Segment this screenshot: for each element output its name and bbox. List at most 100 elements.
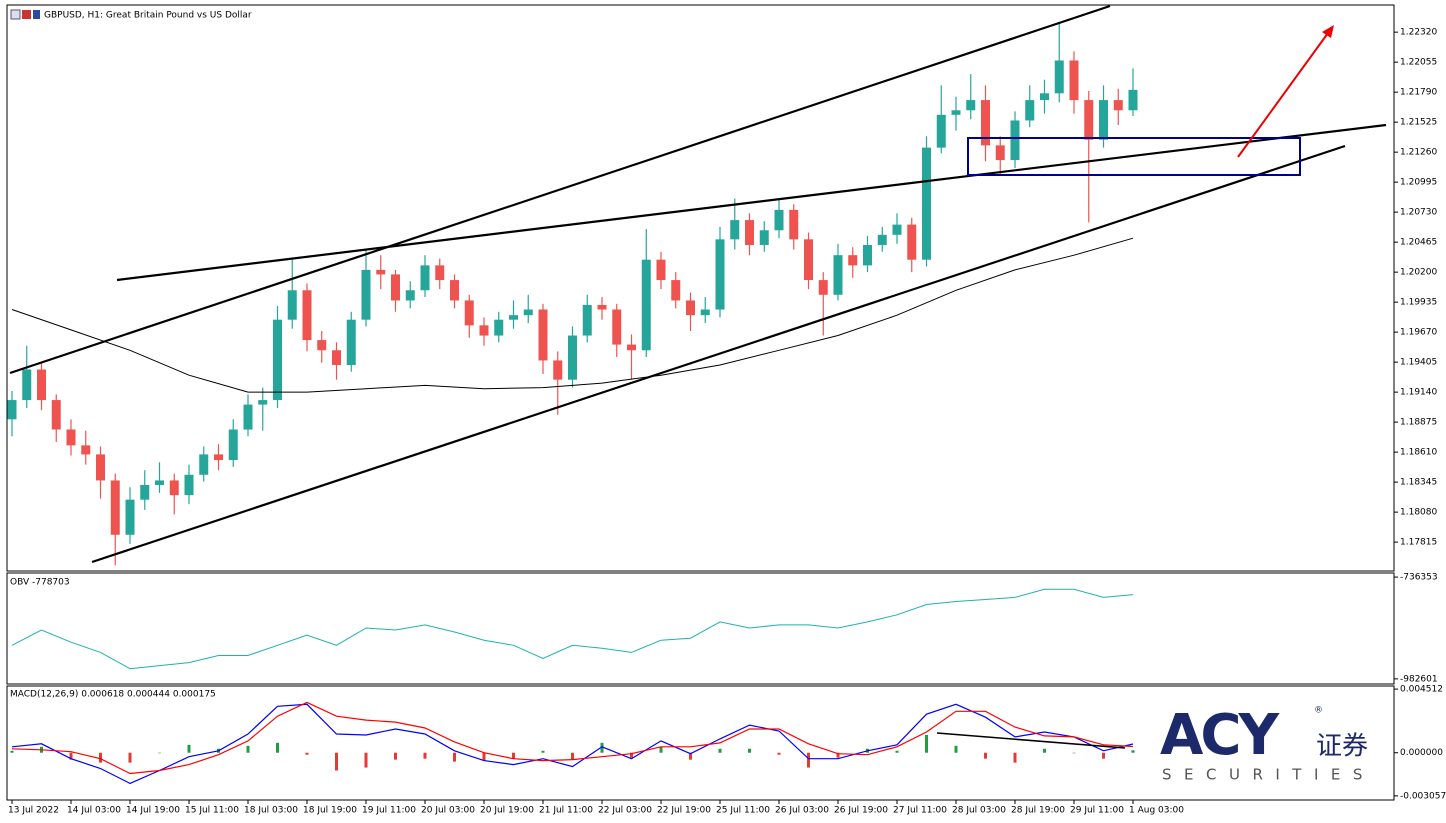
candle-body bbox=[582, 304, 592, 336]
x-tick-label: 26 Jul 19:00 bbox=[834, 806, 888, 816]
candle-body bbox=[228, 429, 238, 461]
y-tick-label: 1.21790 bbox=[1400, 88, 1437, 98]
y-tick-label: 1.20995 bbox=[1400, 178, 1437, 188]
candle-body bbox=[494, 319, 504, 336]
candle-body bbox=[538, 309, 548, 361]
x-tick-label: 14 Jul 19:00 bbox=[126, 806, 180, 816]
candle-body bbox=[361, 269, 371, 320]
candle-body bbox=[332, 350, 341, 365]
macd-histogram-bar bbox=[689, 752, 692, 760]
candle-body bbox=[936, 114, 946, 148]
candle-body bbox=[848, 255, 858, 266]
candle-body bbox=[686, 300, 695, 316]
y-tick-label: 1.19670 bbox=[1400, 328, 1437, 338]
candle-body bbox=[715, 239, 725, 310]
x-tick-label: 19 Jul 11:00 bbox=[362, 806, 416, 816]
x-tick-label: 13 Jul 2022 bbox=[8, 806, 59, 816]
y-tick-label: 1.20465 bbox=[1400, 238, 1437, 248]
candle-body bbox=[759, 230, 769, 245]
y-tick-label: 1.17815 bbox=[1400, 538, 1437, 548]
obv-line bbox=[11, 588, 1134, 670]
candle-body bbox=[110, 480, 120, 535]
candle-body bbox=[81, 445, 91, 455]
candle-body bbox=[1128, 89, 1138, 111]
candle-body bbox=[995, 145, 1005, 161]
x-tick-label: 28 Jul 03:00 bbox=[952, 806, 1006, 816]
candle-body bbox=[479, 325, 489, 336]
candle-body bbox=[863, 244, 872, 266]
y-tick-label: 1.20200 bbox=[1400, 268, 1437, 278]
macd-histogram-bar bbox=[600, 742, 604, 753]
x-tick-label: 18 Jul 03:00 bbox=[244, 806, 298, 816]
y-tick-label: 1.19140 bbox=[1400, 388, 1437, 398]
candle-body bbox=[464, 300, 474, 326]
candle-body bbox=[833, 255, 843, 295]
macd-histogram-bar bbox=[836, 752, 840, 758]
macd-histogram-bar bbox=[158, 752, 161, 754]
forecast-arrow bbox=[1237, 32, 1329, 158]
logo-tagline: SECURITIES bbox=[1162, 766, 1375, 784]
candle-body bbox=[907, 224, 917, 260]
macd-histogram-bar bbox=[718, 748, 722, 753]
candle-body bbox=[243, 404, 253, 430]
candle-body bbox=[1084, 100, 1094, 140]
moving-average bbox=[11, 237, 1134, 393]
candle-body bbox=[568, 335, 577, 380]
candle-body bbox=[641, 259, 651, 351]
candle-body bbox=[391, 274, 400, 301]
y-tick-label: -982601 bbox=[1400, 674, 1438, 684]
candle-body bbox=[818, 280, 828, 295]
candle-body bbox=[730, 220, 740, 240]
candle-body bbox=[700, 309, 710, 316]
chart-title: GBPUSD, H1: Great Britain Pound vs US Do… bbox=[44, 11, 252, 21]
y-tick-label: -736353 bbox=[1400, 573, 1438, 583]
candle-body bbox=[671, 280, 681, 301]
x-tick-label: 21 Jul 11:00 bbox=[539, 806, 593, 816]
macd-line bbox=[11, 701, 1134, 775]
logo: ACY ® 证券 SECURITIES bbox=[1160, 703, 1375, 784]
candle-body bbox=[553, 360, 563, 380]
candle-body bbox=[523, 309, 533, 316]
macd-histogram-bar bbox=[659, 746, 663, 753]
candle-body bbox=[789, 209, 799, 240]
macd-divergence-line bbox=[936, 732, 1126, 749]
candle-body bbox=[774, 209, 784, 231]
annotations bbox=[9, 4, 1387, 749]
candle-body bbox=[656, 259, 666, 281]
macd-histogram-bar bbox=[423, 752, 427, 759]
candle-body bbox=[1113, 100, 1123, 111]
y-tick-label: 1.18875 bbox=[1400, 418, 1437, 428]
candle-body bbox=[51, 400, 61, 430]
macd-histogram-bar bbox=[364, 752, 368, 768]
macd-histogram-bar bbox=[453, 752, 456, 762]
macd-histogram-bar bbox=[482, 752, 486, 761]
upper-channel-line bbox=[9, 4, 1111, 375]
candle-body bbox=[1054, 60, 1064, 94]
y-tick-label: 1.19405 bbox=[1400, 358, 1437, 368]
symbol-icon bbox=[10, 9, 40, 20]
neckline bbox=[116, 123, 1387, 282]
x-tick-label: 20 Jul 03:00 bbox=[421, 806, 475, 816]
y-tick-label: 0.000000 bbox=[1400, 748, 1443, 758]
candle-body bbox=[450, 280, 459, 301]
candle-body bbox=[302, 290, 312, 341]
y-tick-label: 1.18610 bbox=[1400, 448, 1437, 458]
candle-body bbox=[1099, 100, 1108, 140]
y-tick-label: 1.22320 bbox=[1400, 28, 1437, 38]
arrow-head bbox=[1322, 25, 1334, 38]
macd-histogram-bar bbox=[246, 745, 250, 753]
candle-body bbox=[155, 480, 164, 485]
x-tick-label: 28 Jul 19:00 bbox=[1011, 806, 1065, 816]
candle-body bbox=[37, 369, 46, 401]
x-tick-label: 15 Jul 11:00 bbox=[185, 806, 239, 816]
candle-body bbox=[287, 290, 297, 320]
price-panel bbox=[6, 4, 1395, 572]
macd-histogram-bar bbox=[1013, 752, 1017, 763]
x-tick-label: 26 Jul 03:00 bbox=[775, 806, 829, 816]
candle-body bbox=[892, 224, 902, 235]
macd-histogram-bar bbox=[1102, 752, 1105, 759]
y-tick-label: 1.18080 bbox=[1400, 508, 1437, 518]
macd-histogram-bar bbox=[394, 752, 397, 760]
x-tick-label: 22 Jul 03:00 bbox=[598, 806, 652, 816]
x-tick-label: 14 Jul 03:00 bbox=[67, 806, 121, 816]
